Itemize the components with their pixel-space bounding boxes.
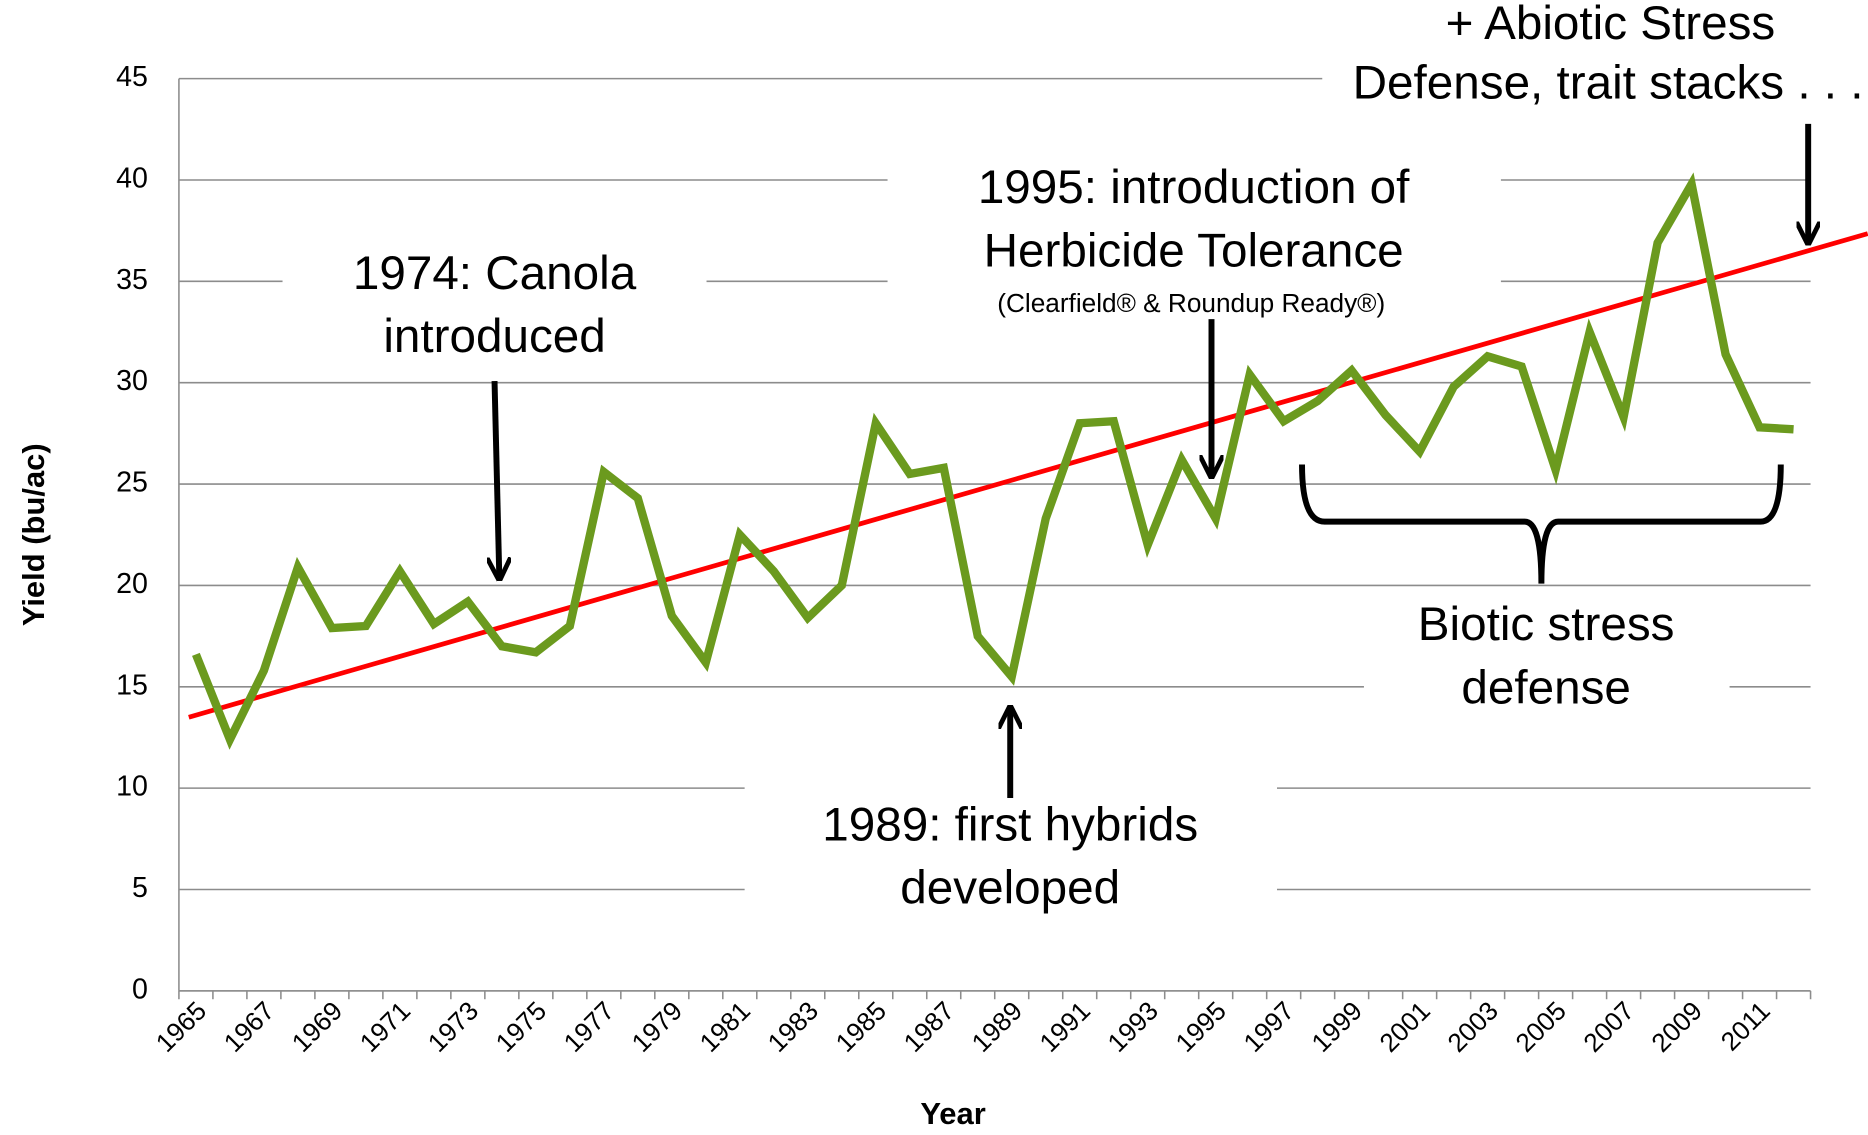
y-tick-label: 10	[116, 771, 148, 803]
x-tick-label: 1997	[1238, 995, 1300, 1057]
y-tick-label: 5	[132, 872, 148, 904]
x-tick-label: 1991	[1034, 995, 1096, 1057]
annotation-note: (Clearfield® & Roundup Ready®)	[997, 288, 1385, 318]
arrow	[495, 381, 500, 576]
x-tick-label: 2007	[1577, 995, 1639, 1057]
x-tick-label: 1987	[898, 995, 960, 1057]
x-tick-label: 1969	[286, 995, 348, 1057]
y-tick-label: 35	[116, 264, 148, 296]
x-tick-label: 2001	[1374, 995, 1436, 1057]
x-axis-label: Year	[920, 1096, 985, 1131]
x-tick-label: 1971	[354, 995, 416, 1057]
x-tick-label: 2011	[1715, 995, 1776, 1056]
annotation-text: Defense, trait stacks . . .	[1353, 56, 1864, 109]
data-line	[192, 172, 1794, 750]
x-tick-label: 1995	[1170, 995, 1232, 1057]
annotation-text: defense	[1461, 661, 1630, 714]
x-tick-label: 1993	[1102, 995, 1164, 1057]
annotation-backgrounds	[282, 0, 1868, 929]
y-tick-label: 40	[116, 163, 148, 195]
annotation-background	[744, 786, 1278, 929]
y-tick-label: 30	[116, 365, 148, 397]
y-tick-label: 0	[132, 973, 148, 1005]
annotation-background	[887, 154, 1501, 328]
annotation-text: 1989: first hybrids	[822, 798, 1198, 851]
annotation-background	[1363, 589, 1730, 727]
y-tick-label: 45	[116, 61, 148, 93]
y-tick-label: 15	[116, 669, 148, 701]
annotation-text: developed	[900, 861, 1120, 914]
x-tick-label: 1999	[1306, 995, 1368, 1057]
x-tick-label: 1985	[830, 995, 892, 1057]
x-tick-label: 1967	[218, 995, 280, 1057]
annotations: 1974: Canola introduced 1995: introducti…	[353, 0, 1864, 914]
x-tick-label: 1975	[490, 995, 552, 1057]
x-tick-label: 1989	[966, 995, 1028, 1057]
y-axis-label: Yield (bu/ac)	[16, 443, 51, 626]
bracket	[1299, 464, 1784, 584]
annotation-text: introduced	[383, 310, 605, 363]
annotation-text: 1995: introduction of	[978, 161, 1410, 214]
annotation-text: 1974: Canola	[353, 247, 637, 300]
y-tick-label: 25	[116, 467, 148, 499]
trend-line	[188, 231, 1868, 720]
x-tick-label: 2005	[1509, 995, 1571, 1057]
x-tick-label: 1983	[762, 995, 824, 1057]
plot-area	[178, 78, 1868, 1000]
y-tick-label: 20	[116, 568, 148, 600]
x-tick-label: 2003	[1441, 995, 1503, 1057]
annotation-background	[282, 244, 707, 370]
annotation-background	[1322, 0, 1868, 117]
x-tick-label: 1977	[558, 995, 620, 1057]
annotation-text: Herbicide Tolerance	[984, 224, 1404, 277]
x-tick-label: 1973	[422, 995, 484, 1057]
annotation-text: Biotic stress	[1418, 598, 1675, 651]
annotation-text: + Abiotic Stress	[1446, 0, 1776, 50]
x-tick-label: 2009	[1645, 995, 1707, 1057]
x-tick-label: 1979	[626, 995, 688, 1057]
x-tick-label: 1981	[694, 995, 756, 1057]
x-tick-label: 1965	[150, 995, 212, 1057]
